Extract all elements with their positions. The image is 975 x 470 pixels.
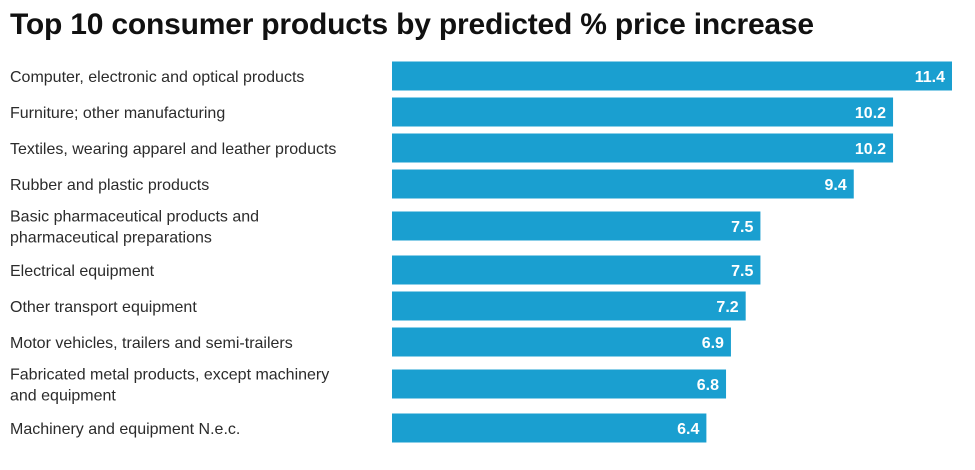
value-label: 10.2 bbox=[855, 105, 886, 122]
category-label: Machinery and equipment N.e.c. bbox=[10, 421, 240, 438]
category-label-line: Textiles, wearing apparel and leather pr… bbox=[10, 141, 336, 158]
bar bbox=[392, 61, 952, 91]
bar bbox=[392, 369, 727, 399]
value-label: 7.2 bbox=[716, 299, 738, 316]
category-label-line: Rubber and plastic products bbox=[10, 177, 209, 194]
category-label: Other transport equipment bbox=[10, 299, 197, 316]
category-label: Furniture; other manufacturing bbox=[10, 105, 225, 122]
category-label-line: Other transport equipment bbox=[10, 299, 197, 316]
category-label: Fabricated metal products, except machin… bbox=[10, 367, 329, 405]
category-label-line: Fabricated metal products, except machin… bbox=[10, 367, 329, 384]
category-label-line: Basic pharmaceutical products and bbox=[10, 209, 259, 226]
category-label-line: Computer, electronic and optical product… bbox=[10, 69, 304, 86]
bar bbox=[392, 291, 746, 321]
bar bbox=[392, 133, 894, 163]
bar bbox=[392, 413, 707, 443]
category-label: Computer, electronic and optical product… bbox=[10, 69, 304, 86]
bar bbox=[392, 169, 854, 199]
category-label: Motor vehicles, trailers and semi-traile… bbox=[10, 335, 293, 352]
value-label: 10.2 bbox=[855, 141, 886, 158]
value-label: 6.9 bbox=[702, 335, 724, 352]
category-label: Electrical equipment bbox=[10, 263, 155, 280]
value-label: 7.5 bbox=[731, 263, 753, 280]
bar bbox=[392, 255, 761, 285]
category-label-line: and equipment bbox=[10, 388, 116, 405]
chart-title: Top 10 consumer products by predicted % … bbox=[10, 8, 814, 41]
value-label: 9.4 bbox=[825, 177, 847, 194]
bar bbox=[392, 327, 731, 357]
value-label: 11.4 bbox=[915, 69, 945, 86]
category-label-line: Machinery and equipment N.e.c. bbox=[10, 421, 240, 438]
value-label: 6.4 bbox=[677, 421, 699, 438]
category-label-line: pharmaceutical preparations bbox=[10, 230, 212, 247]
category-label: Basic pharmaceutical products and pharmac… bbox=[10, 209, 259, 247]
category-label: Rubber and plastic products bbox=[10, 177, 209, 194]
category-label-line: Motor vehicles, trailers and semi-traile… bbox=[10, 335, 293, 352]
bar bbox=[392, 211, 761, 241]
value-label: 6.8 bbox=[697, 377, 719, 394]
value-label: 7.5 bbox=[731, 219, 753, 236]
category-label-line: Furniture; other manufacturing bbox=[10, 105, 225, 122]
bar bbox=[392, 97, 894, 127]
category-label-line: Electrical equipment bbox=[10, 263, 155, 280]
category-label: Textiles, wearing apparel and leather pr… bbox=[10, 141, 336, 158]
